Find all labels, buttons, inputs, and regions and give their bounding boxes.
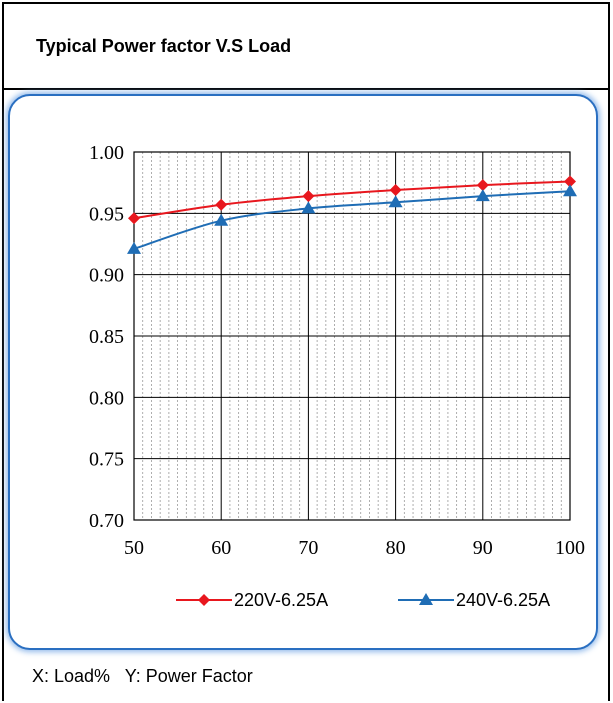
data-point-1 (215, 198, 228, 211)
data-point-1 (128, 212, 140, 225)
y-tick-label: 0.85 (89, 326, 124, 348)
plot-area (133, 151, 571, 521)
x-tick-label: 70 (298, 537, 318, 559)
x-tick-label: 60 (211, 537, 231, 559)
y-tick-label: 0.70 (89, 510, 124, 532)
data-point-2 (563, 184, 577, 197)
series-line-1 (133, 180, 571, 220)
y-tick-label: 0.95 (89, 203, 124, 225)
legend-marker-2 (419, 593, 433, 605)
data-point-2 (127, 241, 141, 254)
x-tick-label: 100 (555, 537, 585, 559)
x-tick-label: 50 (124, 537, 144, 559)
axis-description: X: Load% Y: Power Factor (32, 666, 253, 686)
data-point-1 (476, 179, 489, 192)
x-tick-label: 90 (473, 537, 493, 559)
data-point-1 (302, 190, 315, 203)
y-tick-label: 0.75 (89, 449, 124, 471)
y-tick-label: 1.00 (89, 142, 124, 164)
data-point-1 (564, 175, 576, 188)
data-point-1 (389, 184, 402, 197)
chart-panel: 1.00 0.95 0.90 0.85 0.80 0.75 0.70 50 60 70 80 90 10… (8, 94, 598, 650)
legend-marker-1 (198, 594, 210, 606)
data-point-2 (214, 213, 229, 226)
data-point-2 (301, 201, 316, 214)
data-point-2 (388, 195, 403, 208)
legend-label-1: 220V-6.25A (234, 590, 328, 610)
legend-label-2: 240V-6.25A (456, 590, 550, 610)
series-line-2 (133, 190, 571, 250)
data-point-2 (475, 189, 490, 202)
x-tick-label: 80 (386, 537, 406, 559)
y-tick-label: 0.90 (89, 265, 124, 287)
y-tick-label: 0.80 (89, 387, 124, 409)
header: Typical Power factor V.S Load (4, 4, 608, 90)
page-title: Typical Power factor V.S Load (36, 36, 292, 56)
